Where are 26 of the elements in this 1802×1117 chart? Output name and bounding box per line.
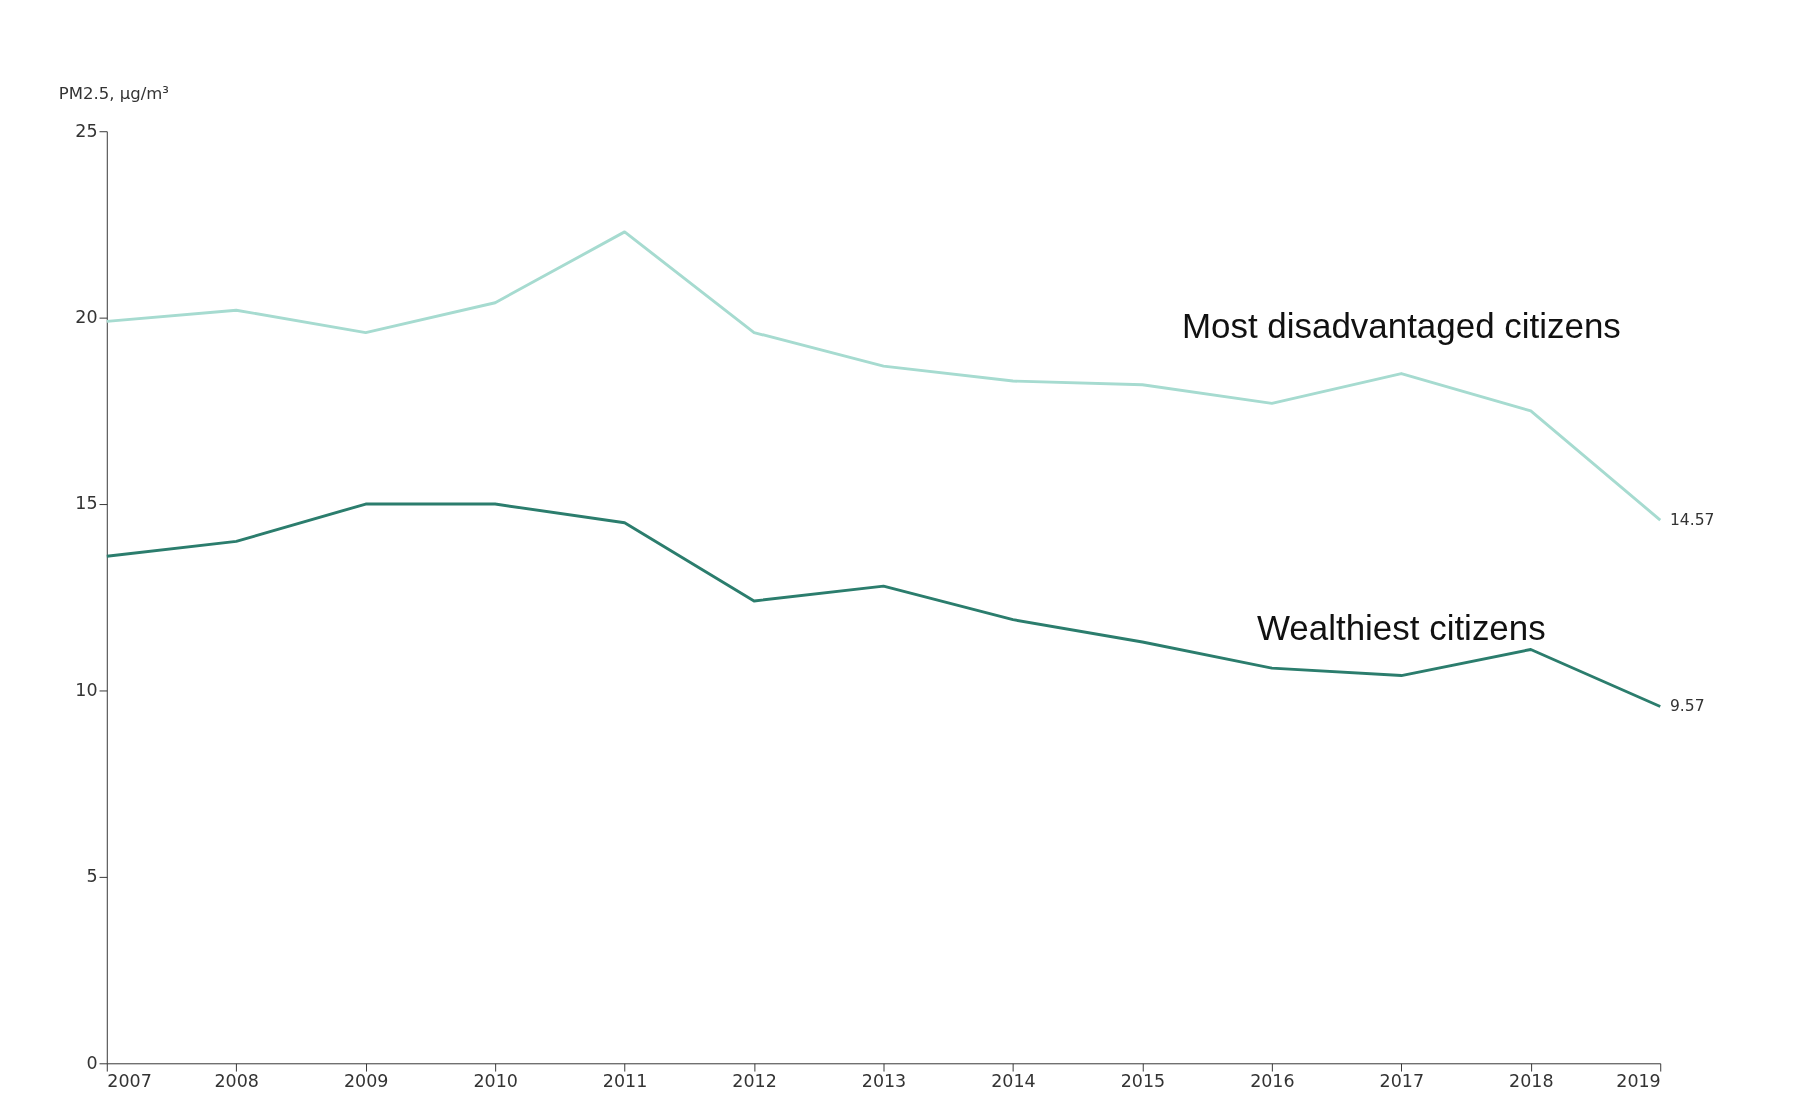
- x-tick-label: 2013: [861, 1071, 907, 1092]
- x-tick-label: 2007: [107, 1071, 152, 1092]
- y-tick-label: 15: [75, 493, 98, 514]
- x-tick-label: 2016: [1250, 1071, 1295, 1092]
- line-series: [105, 230, 1662, 522]
- series-label: Most disadvantaged citizens: [1181, 305, 1621, 345]
- line-series: [105, 502, 1662, 708]
- x-tick-label: 2019: [1616, 1071, 1661, 1092]
- y-tick-label: 25: [75, 120, 98, 141]
- x-tick-label: 2018: [1509, 1071, 1554, 1092]
- data-label: 9.57: [1669, 697, 1705, 716]
- x-tick-label: 2008: [214, 1071, 259, 1092]
- x-tick-label: 2015: [1120, 1071, 1166, 1092]
- x-tick-label: 2010: [473, 1071, 518, 1092]
- x-tick-label: 2014: [991, 1071, 1036, 1092]
- series-label: Wealthiest citizens: [1257, 607, 1546, 647]
- y-tick-label: 10: [75, 679, 98, 700]
- y-tick-label: 20: [75, 306, 98, 327]
- y-axis-title: PM2.5, µg/m³: [58, 83, 169, 103]
- data-label: 14.57: [1669, 510, 1715, 529]
- x-tick-label: 2011: [602, 1071, 648, 1092]
- y-tick-label: 5: [86, 866, 98, 887]
- x-tick-label: 2009: [343, 1071, 389, 1092]
- y-tick-label: 0: [86, 1052, 98, 1073]
- x-tick-label: 2017: [1379, 1071, 1425, 1092]
- x-tick-label: 2012: [732, 1071, 777, 1092]
